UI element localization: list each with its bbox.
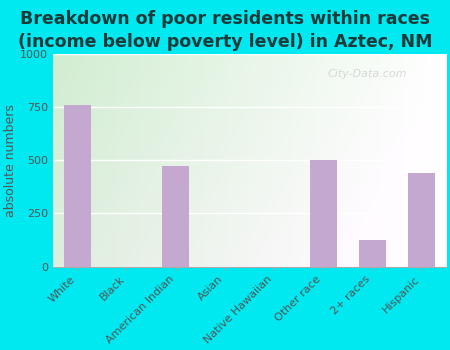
Bar	[310, 160, 337, 266]
Y-axis label: absolute numbers: absolute numbers	[4, 104, 17, 217]
Text: Breakdown of poor residents within races
(income below poverty level) in Aztec, : Breakdown of poor residents within races…	[18, 10, 432, 51]
Bar	[359, 240, 386, 266]
Bar	[162, 167, 189, 266]
Bar	[408, 173, 435, 266]
Text: City-Data.com: City-Data.com	[328, 69, 407, 78]
Bar	[64, 105, 91, 266]
